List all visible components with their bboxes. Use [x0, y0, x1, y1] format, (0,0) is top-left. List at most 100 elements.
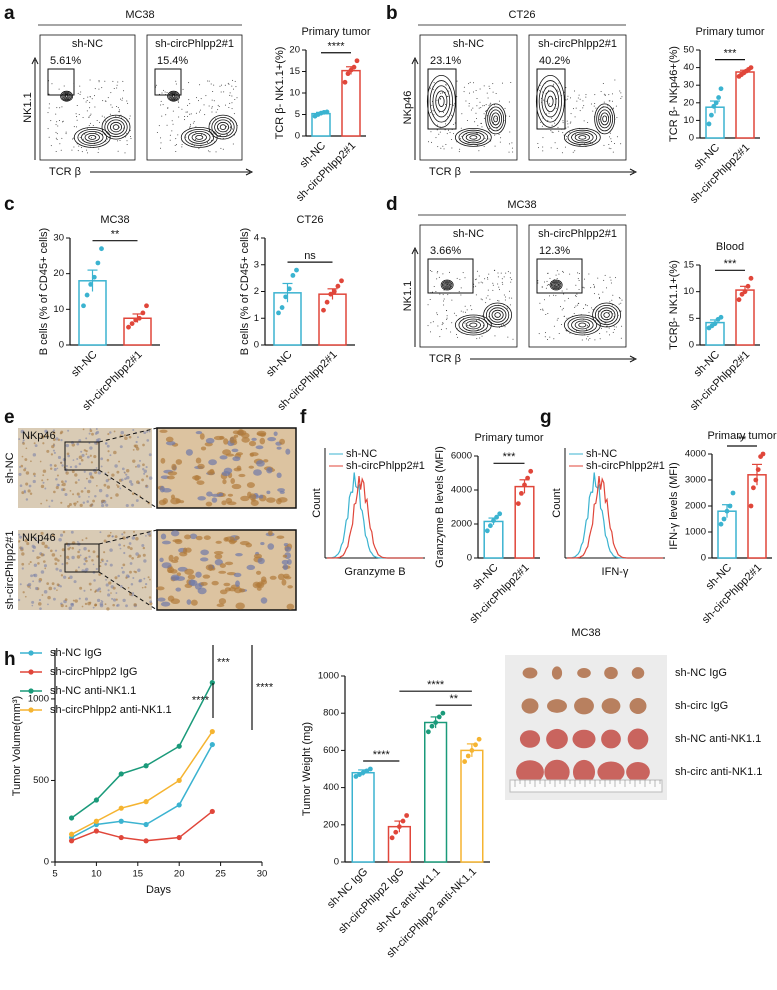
- event-dot: [549, 336, 551, 338]
- ihc-cell: [233, 587, 243, 594]
- legend-marker: [28, 688, 34, 694]
- ihc-cell: [68, 503, 72, 507]
- event-dot: [195, 112, 197, 114]
- event-dot: [557, 317, 559, 319]
- arrowhead: [31, 56, 39, 65]
- contour: [454, 127, 492, 147]
- event-dot: [504, 299, 506, 301]
- ihc-cell: [218, 598, 227, 605]
- event-dot: [567, 126, 569, 128]
- event-dot: [470, 305, 472, 307]
- ihc-cell: [269, 575, 277, 580]
- ihc-cell: [200, 549, 209, 556]
- ihc-cell: [119, 445, 123, 449]
- event-dot: [611, 100, 613, 102]
- ihc-cell: [52, 438, 56, 442]
- event-dot: [453, 133, 455, 135]
- y-tick-label: 1000: [28, 693, 49, 704]
- event-dot: [561, 290, 563, 292]
- event-dot: [122, 80, 124, 82]
- event-dot: [618, 297, 620, 299]
- event-dot: [89, 101, 91, 103]
- contour: [440, 279, 454, 291]
- event-dot: [225, 131, 227, 133]
- ihc-cell: [55, 486, 59, 490]
- ihc-cell: [123, 544, 126, 547]
- ihc-cell: [52, 449, 56, 452]
- stain-label: NKp46: [22, 532, 56, 544]
- ihc-cell: [24, 539, 28, 543]
- event-dot: [575, 296, 577, 298]
- event-dot: [78, 113, 80, 115]
- ihc-cell: [235, 602, 245, 610]
- event-dot: [171, 130, 173, 132]
- event-dot: [450, 114, 452, 116]
- ihc-cell: [197, 587, 207, 595]
- y-label: TCRβ- NK1.1+(%): [668, 260, 680, 350]
- significance-label: ****: [256, 681, 274, 693]
- event-dot: [86, 152, 88, 154]
- event-dot: [59, 107, 61, 109]
- ihc-cell: [57, 559, 60, 562]
- event-dot: [210, 131, 212, 133]
- event-dot: [96, 119, 98, 121]
- event-dot: [117, 150, 119, 152]
- ihc-cell: [45, 434, 49, 438]
- event-dot: [565, 87, 567, 89]
- event-dot: [78, 145, 80, 147]
- chart-title: MC38: [100, 214, 129, 226]
- event-dot: [576, 100, 578, 102]
- event-dot: [608, 147, 610, 149]
- contour: [597, 307, 616, 323]
- event-dot: [103, 116, 105, 118]
- histogram-curve: [326, 472, 423, 559]
- event-dot: [608, 334, 610, 336]
- event-dot: [118, 126, 120, 128]
- ihc-cell: [120, 478, 124, 482]
- ihc-cell: [53, 451, 56, 454]
- series-line: [71, 731, 213, 835]
- event-dot: [105, 100, 107, 102]
- event-dot: [563, 293, 565, 295]
- event-dot: [483, 117, 485, 119]
- ihc-cell: [129, 570, 132, 574]
- ihc-cell: [83, 589, 86, 592]
- event-dot: [188, 99, 190, 101]
- event-dot: [48, 93, 50, 95]
- ihc-cell: [119, 585, 123, 588]
- event-dot: [569, 273, 571, 275]
- event-dot: [542, 91, 544, 93]
- ihc-cell: [160, 457, 166, 464]
- ihc-cell: [44, 544, 48, 549]
- ihc-cell: [125, 604, 128, 608]
- ihc-cell: [130, 482, 134, 486]
- event-dot: [566, 120, 568, 122]
- tumor: [631, 667, 645, 679]
- event-dot: [549, 295, 551, 297]
- event-dot: [565, 138, 567, 140]
- event-dot: [498, 100, 500, 102]
- event-dot: [497, 283, 499, 285]
- data-point: [176, 777, 182, 784]
- event-dot: [438, 133, 440, 135]
- ihc-cell: [268, 530, 273, 536]
- event-dot: [509, 272, 511, 274]
- ihc-cell: [86, 489, 91, 494]
- y-tick-label: 200: [323, 819, 339, 830]
- event-dot: [121, 99, 123, 101]
- event-dot: [460, 294, 462, 296]
- ihc-cell: [133, 603, 137, 607]
- event-dot: [578, 280, 580, 282]
- data-point: [68, 831, 75, 837]
- event-dot: [464, 305, 466, 307]
- event-dot: [234, 80, 236, 82]
- event-dot: [60, 149, 62, 151]
- event-dot: [483, 105, 485, 107]
- event-dot: [439, 336, 441, 338]
- contour: [444, 282, 450, 288]
- y-tick-label: 40: [683, 62, 694, 73]
- contour: [487, 106, 505, 132]
- event-dot: [457, 336, 459, 338]
- event-dot: [193, 121, 195, 123]
- ihc-cell: [18, 438, 21, 441]
